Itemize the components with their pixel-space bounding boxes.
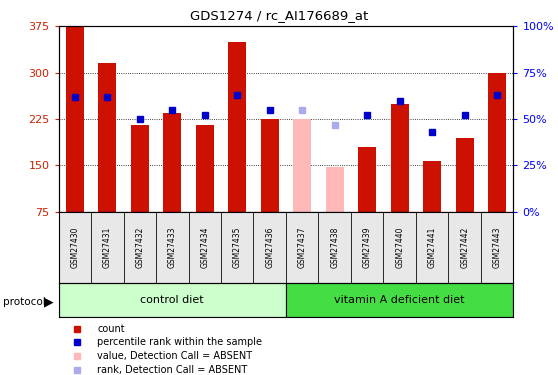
Bar xyxy=(131,125,149,212)
Bar xyxy=(123,212,156,283)
Text: count: count xyxy=(97,324,125,334)
Bar xyxy=(358,147,376,212)
Text: GSM27435: GSM27435 xyxy=(233,227,242,268)
Bar xyxy=(423,161,441,212)
Bar xyxy=(59,212,91,283)
Bar xyxy=(196,125,214,212)
Text: GSM27430: GSM27430 xyxy=(70,227,79,268)
Text: ▶: ▶ xyxy=(44,296,54,308)
Text: GSM27439: GSM27439 xyxy=(363,227,372,268)
Bar xyxy=(481,212,513,283)
Bar xyxy=(449,212,481,283)
Bar xyxy=(286,212,319,283)
Bar xyxy=(228,42,246,212)
Bar xyxy=(221,212,253,283)
Bar xyxy=(261,119,278,212)
Text: rank, Detection Call = ABSENT: rank, Detection Call = ABSENT xyxy=(97,365,248,375)
Text: value, Detection Call = ABSENT: value, Detection Call = ABSENT xyxy=(97,351,252,361)
Text: GSM27441: GSM27441 xyxy=(427,227,437,268)
Text: GSM27433: GSM27433 xyxy=(168,227,177,268)
Bar xyxy=(189,212,221,283)
Text: GDS1274 / rc_AI176689_at: GDS1274 / rc_AI176689_at xyxy=(190,9,368,22)
Text: protocol: protocol xyxy=(3,297,46,307)
Text: GSM27437: GSM27437 xyxy=(298,227,307,268)
Bar xyxy=(391,104,408,212)
Bar xyxy=(156,212,189,283)
Bar xyxy=(286,283,513,317)
Text: GSM27438: GSM27438 xyxy=(330,227,339,268)
Text: GSM27440: GSM27440 xyxy=(395,227,404,268)
Text: GSM27432: GSM27432 xyxy=(135,227,145,268)
Bar xyxy=(456,138,474,212)
Bar xyxy=(59,283,286,317)
Bar xyxy=(163,113,181,212)
Bar xyxy=(416,212,449,283)
Text: GSM27436: GSM27436 xyxy=(265,227,274,268)
Text: GSM27431: GSM27431 xyxy=(103,227,112,268)
Bar xyxy=(98,63,116,212)
Bar xyxy=(66,26,84,212)
Bar xyxy=(319,212,351,283)
Text: GSM27442: GSM27442 xyxy=(460,227,469,268)
Text: GSM27434: GSM27434 xyxy=(200,227,209,268)
Text: control diet: control diet xyxy=(141,295,204,305)
Bar xyxy=(488,73,506,212)
Text: vitamin A deficient diet: vitamin A deficient diet xyxy=(334,295,465,305)
Bar xyxy=(326,167,344,212)
Bar xyxy=(91,212,123,283)
Bar xyxy=(253,212,286,283)
Bar xyxy=(294,119,311,212)
Bar xyxy=(351,212,383,283)
Text: percentile rank within the sample: percentile rank within the sample xyxy=(97,338,262,348)
Bar xyxy=(383,212,416,283)
Text: GSM27443: GSM27443 xyxy=(493,227,502,268)
